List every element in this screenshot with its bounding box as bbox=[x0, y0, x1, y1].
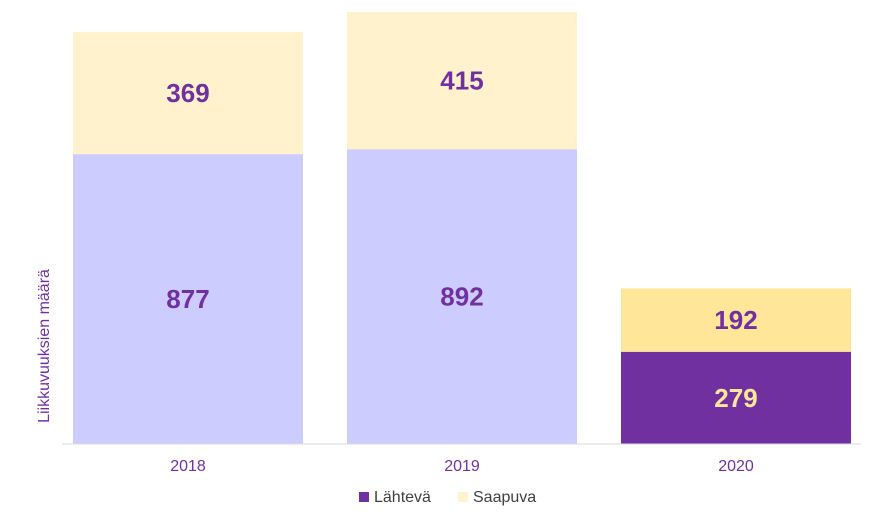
data-label-2018-lahteva: 877 bbox=[166, 284, 209, 314]
legend: Lähtevä Saapuva bbox=[359, 489, 536, 506]
bar-2019-saapuva bbox=[347, 12, 577, 150]
data-label-2019-lahteva: 892 bbox=[440, 282, 483, 312]
x-tick-2019: 2019 bbox=[444, 458, 480, 475]
bar-2019-lahteva bbox=[347, 149, 577, 445]
y-axis-label: Liikkuvuuksien määrä bbox=[36, 269, 53, 423]
bars-layer: 877 369 892 415 279 192 bbox=[73, 12, 851, 445]
x-tick-2018: 2018 bbox=[170, 458, 206, 475]
bar-2020-lahteva bbox=[621, 351, 851, 444]
bar-2018-lahteva bbox=[73, 154, 303, 444]
legend-swatch-lahteva bbox=[359, 492, 369, 502]
legend-label-saapuva: Saapuva bbox=[473, 489, 536, 506]
data-label-2020-saapuva: 192 bbox=[714, 305, 757, 335]
bar-2020-saapuva bbox=[621, 288, 851, 352]
data-label-2019-saapuva: 415 bbox=[440, 66, 483, 96]
legend-swatch-saapuva bbox=[458, 492, 468, 502]
legend-label-lahteva: Lähtevä bbox=[374, 489, 431, 506]
x-tick-labels: 2018 2019 2020 bbox=[170, 458, 754, 475]
data-label-2018-saapuva: 369 bbox=[166, 78, 209, 108]
data-label-2020-lahteva: 279 bbox=[714, 383, 757, 413]
x-tick-2020: 2020 bbox=[718, 458, 754, 475]
bar-2018-saapuva bbox=[73, 32, 303, 155]
